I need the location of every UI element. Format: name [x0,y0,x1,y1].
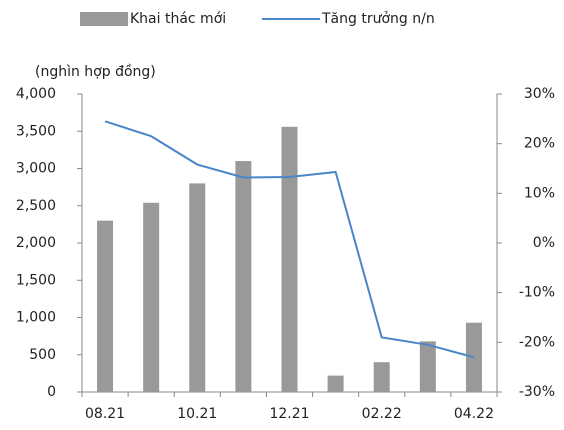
legend-label: Tăng trưởng n/n [321,11,435,27]
y2-tick-label: -20% [519,334,555,350]
y-tick-label: 0 [47,384,56,400]
y2-tick-label: -10% [519,285,555,301]
y-tick-label: 2,000 [16,235,56,251]
y-tick-label: 500 [29,347,56,363]
bar [465,322,482,392]
bar [281,126,298,392]
y2-tick-label: 20% [524,136,555,152]
x-tick-label: 10.21 [177,406,217,422]
x-tick-label: 02.22 [362,406,402,422]
legend-swatch [80,12,128,26]
bar [97,220,114,392]
y-axis-label: (nghìn hợp đồng) [35,63,156,80]
bar [327,375,344,392]
bar [419,341,436,392]
y2-tick-label: 0% [533,235,555,251]
bar [373,362,390,392]
line [104,120,475,359]
y-tick-label: 1,000 [16,310,56,326]
x-tick-label: 04.22 [454,406,494,422]
y-tick-label: 3,000 [16,161,56,177]
legend-label: Khai thác mới [130,11,226,27]
x-tick-label: 12.21 [269,406,309,422]
y2-tick-label: -30% [519,384,555,400]
x-tick-label: 08.21 [85,406,125,422]
y-tick-label: 1,500 [16,272,56,288]
y-tick-label: 2,500 [16,198,56,214]
bar [143,202,160,392]
y2-tick-label: 30% [524,86,555,102]
bar [235,161,252,392]
y-tick-label: 4,000 [16,86,56,102]
y2-tick-label: 10% [524,185,555,201]
y-tick-label: 3,500 [16,123,56,139]
bar [189,183,206,392]
